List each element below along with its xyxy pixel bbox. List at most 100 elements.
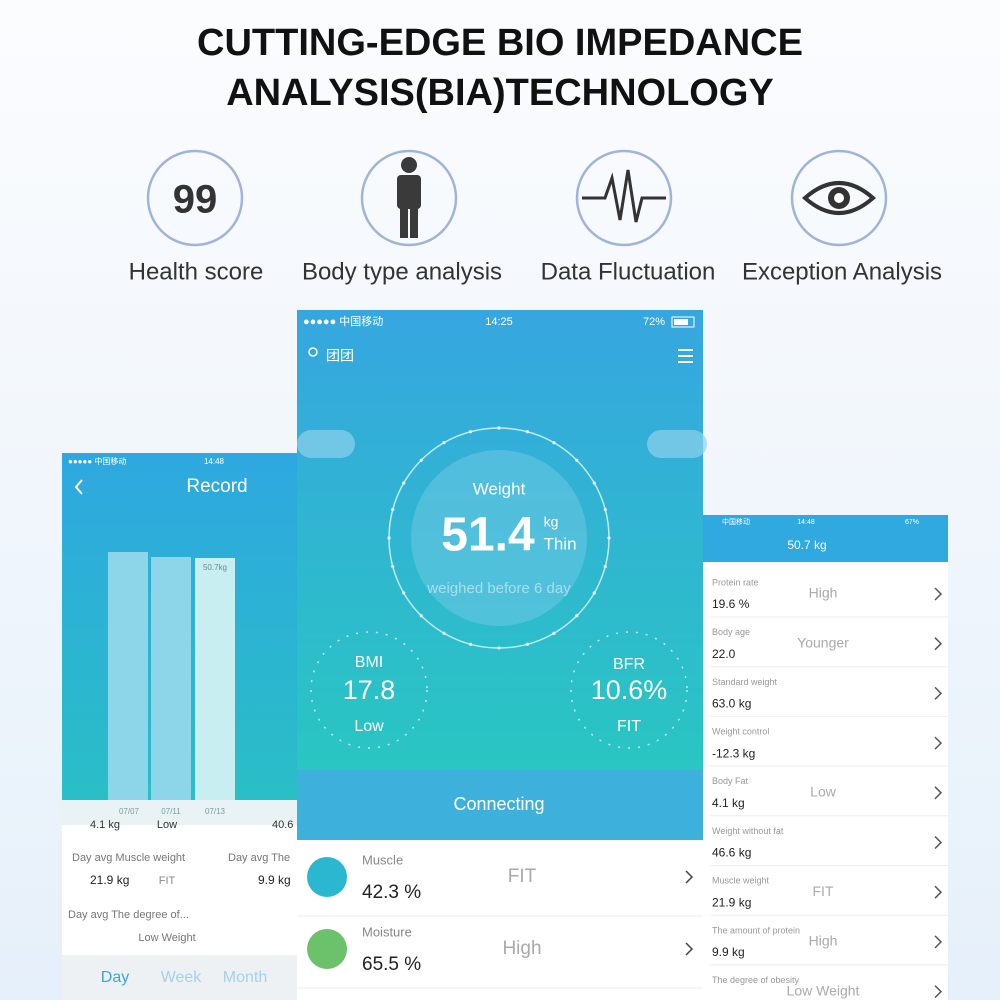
dial-dot bbox=[603, 507, 607, 512]
chevron[interactable] bbox=[685, 870, 694, 884]
status-carrier: 中国移动 bbox=[722, 517, 750, 526]
feature-label: Exception Analysis bbox=[742, 258, 942, 285]
feature-label: Health score bbox=[129, 258, 264, 285]
feature-label: Data Fluctuation bbox=[541, 258, 716, 285]
pulse-icon bbox=[582, 169, 666, 223]
dial-dot bbox=[402, 591, 406, 595]
stat-name: Day avg The bbox=[228, 852, 290, 864]
dial-dot bbox=[525, 642, 530, 646]
date-label: 07/13 bbox=[205, 807, 226, 816]
connection-status[interactable]: Connecting bbox=[453, 794, 544, 814]
dial-dot bbox=[592, 591, 596, 595]
row-name: The amount of protein bbox=[712, 925, 800, 935]
bfr-label: BFR bbox=[613, 656, 645, 673]
dial-dot bbox=[391, 507, 395, 512]
chevron[interactable] bbox=[934, 935, 943, 949]
header: CUTTING-EDGE BIO IMPEDANCE ANALYSIS(BIA)… bbox=[129, 22, 942, 285]
stat-value: 9.9 kg bbox=[258, 873, 291, 887]
chevron[interactable] bbox=[934, 736, 943, 750]
row-status: Younger bbox=[797, 634, 849, 650]
chevron[interactable] bbox=[934, 686, 943, 700]
row-status: Low bbox=[810, 784, 837, 800]
chevron[interactable] bbox=[934, 786, 943, 800]
chevron[interactable] bbox=[934, 637, 943, 651]
stat-value: 21.9 kg bbox=[90, 873, 129, 887]
row-status: Low Weight bbox=[787, 982, 860, 998]
dial-dot bbox=[497, 426, 501, 430]
date-label: 07/11 bbox=[161, 807, 181, 816]
status-carrier: ●●●●● 中国移动 bbox=[68, 456, 126, 466]
status-time: 14:25 bbox=[485, 316, 513, 328]
weight-unit: kg bbox=[544, 514, 559, 530]
status-battery: 72% bbox=[643, 316, 665, 328]
row-value: 46.6 kg bbox=[712, 846, 751, 860]
chevron[interactable] bbox=[685, 942, 694, 956]
dial-dot bbox=[552, 441, 556, 445]
dial-dot bbox=[525, 430, 530, 434]
row-value: 4.1 kg bbox=[712, 796, 745, 810]
row-value: -12.3 kg bbox=[712, 746, 755, 760]
row-value: 21.9 kg bbox=[712, 895, 751, 909]
weight-value: 51.4 bbox=[441, 509, 535, 562]
dial-dot bbox=[575, 458, 579, 462]
partial-value: 4.1 kg bbox=[90, 819, 120, 831]
stat-status: FIT bbox=[159, 875, 176, 887]
row-icon bbox=[307, 929, 347, 969]
row-name: Muscle weight bbox=[712, 876, 770, 886]
row-status: High bbox=[502, 938, 541, 959]
dial-dot bbox=[419, 458, 423, 462]
person-icon bbox=[397, 157, 421, 238]
tab[interactable]: Day bbox=[101, 969, 129, 986]
dial-dot bbox=[419, 614, 423, 618]
status-time: 14:48 bbox=[204, 457, 225, 466]
partial-value: Low bbox=[157, 819, 177, 831]
row-name: Body age bbox=[712, 627, 750, 637]
tab[interactable]: Week bbox=[161, 969, 203, 986]
weight-label: Weight bbox=[473, 479, 526, 498]
dial-dot bbox=[442, 631, 446, 635]
row-name: Muscle bbox=[362, 852, 403, 867]
weight-status: Thin bbox=[543, 534, 576, 553]
bmi-value: 17.8 bbox=[343, 675, 396, 705]
row-value: 63.0 kg bbox=[712, 697, 751, 711]
right-phone: 中国移动 14:48 67% 50.7 kg Protein rate 19.6 … bbox=[703, 515, 948, 1000]
row-name: Standard weight bbox=[712, 677, 778, 687]
bfr-status: FIT bbox=[617, 718, 641, 735]
bmi-label: BMI bbox=[355, 654, 383, 671]
weight-note: weighed before 6 day bbox=[426, 580, 571, 597]
bar-label: 50.7kg bbox=[203, 563, 227, 572]
status-carrier: ●●●●● 中国移动 bbox=[303, 315, 383, 328]
dial-dot bbox=[442, 441, 446, 445]
tab[interactable]: Month bbox=[223, 969, 267, 986]
center-phone: ●●●●● 中国移动 14:25 72% 团团 Weight 51.4 kg T… bbox=[297, 310, 707, 1000]
feature-label: Body type analysis bbox=[302, 258, 502, 285]
row-name: Weight without fat bbox=[712, 826, 784, 836]
icon-text: 99 bbox=[173, 178, 218, 222]
title-line: ANALYSIS(BIA)TECHNOLOGY bbox=[226, 72, 774, 114]
chevron[interactable] bbox=[934, 835, 943, 850]
dial-dot bbox=[402, 481, 406, 485]
dial-dot bbox=[391, 564, 395, 569]
row-status: High bbox=[809, 933, 838, 949]
dial-dot bbox=[468, 430, 473, 434]
row-value: 19.6 % bbox=[712, 597, 750, 611]
stat-name: Day avg The degree of... bbox=[68, 909, 189, 921]
dial-dot bbox=[497, 646, 501, 650]
chevron[interactable] bbox=[934, 885, 943, 899]
dial-dot bbox=[603, 564, 607, 569]
icon-rings bbox=[146, 149, 888, 247]
user-name: 团团 bbox=[326, 348, 354, 364]
chevron[interactable] bbox=[934, 587, 943, 601]
row-status: FIT bbox=[508, 866, 537, 887]
dial-dot bbox=[575, 614, 579, 618]
date-label: 07/07 bbox=[119, 807, 140, 816]
row-value: 65.5 % bbox=[362, 954, 421, 975]
chevron[interactable] bbox=[934, 985, 943, 999]
left-phone: ●●●●● 中国移动 14:48 Record 50.7kg 07/07 07/1… bbox=[62, 453, 308, 1000]
stat-status: Low Weight bbox=[138, 932, 195, 944]
bmi-status: Low bbox=[354, 718, 384, 735]
screen-title: Record bbox=[186, 476, 247, 497]
stat-name: Day avg Muscle weight bbox=[72, 852, 185, 864]
